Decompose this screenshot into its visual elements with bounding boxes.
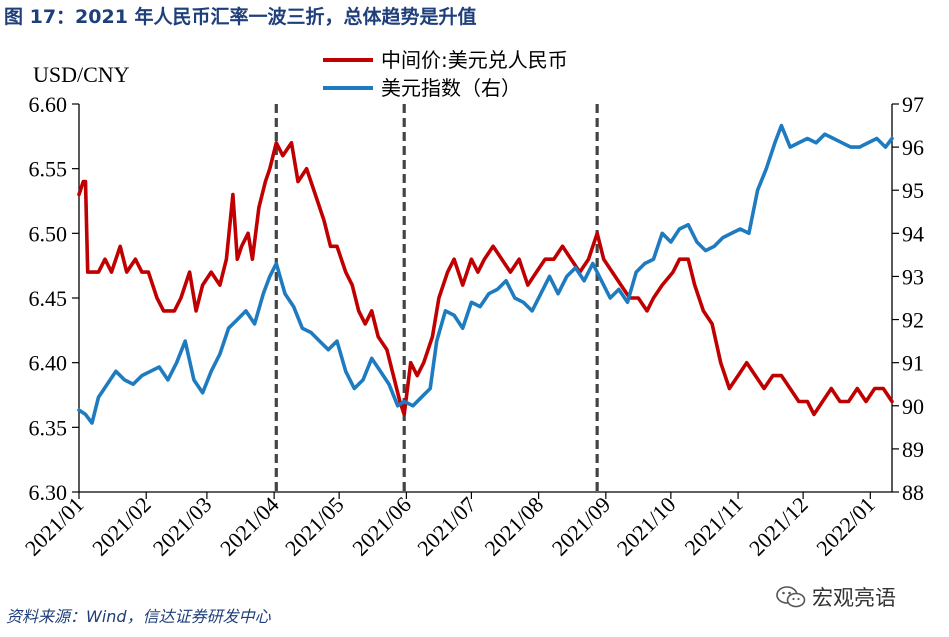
right-tick-label: 97 — [902, 92, 924, 117]
left-tick-label: 6.50 — [29, 221, 68, 246]
x-ticks: 2021/012021/022021/032021/042021/052021/… — [20, 492, 880, 561]
x-tick-label: 2021/11 — [680, 492, 748, 560]
right-tick-label: 93 — [902, 264, 924, 289]
wechat-icon — [776, 586, 806, 608]
x-tick-label: 2021/05 — [280, 492, 349, 561]
right-tick-label: 91 — [902, 351, 924, 376]
legend: 中间价:美元兑人民币 美元指数（右） — [323, 48, 568, 100]
chart-svg: 6.30 6.35 6.40 6.45 6.50 6.55 6.60 88 89 90 91 92 9… — [20, 48, 924, 561]
right-tick-label: 88 — [902, 480, 924, 505]
x-tick-label: 2021/02 — [87, 492, 156, 561]
watermark: 宏观亮语 — [776, 582, 896, 612]
x-tick-label: 2021/03 — [148, 492, 217, 561]
series-line-dxy — [77, 123, 894, 425]
right-tick-label: 96 — [902, 135, 924, 160]
legend-label-dxy: 美元指数（右） — [381, 76, 521, 100]
right-tick-label: 94 — [902, 221, 924, 246]
x-tick-label: 2021/04 — [215, 492, 284, 561]
x-tick-label: 2021/12 — [744, 492, 813, 561]
left-tick-label: 6.30 — [29, 480, 68, 505]
x-tick-label: 2021/09 — [547, 492, 616, 561]
source-note: 资料来源：Wind，信达证券研发中心 — [6, 607, 271, 626]
series-line-usdcny — [77, 141, 894, 417]
event-vlines — [274, 104, 599, 492]
left-tick-label: 6.60 — [29, 92, 68, 117]
x-tick-label: 2021/06 — [347, 492, 416, 561]
x-tick-label: 2021/07 — [412, 492, 481, 561]
x-tick-label: 2021/10 — [612, 492, 681, 561]
left-tick-label: 6.40 — [29, 351, 68, 376]
right-tick-label: 89 — [902, 437, 924, 462]
right-tick-label: 92 — [902, 308, 924, 333]
left-tick-label: 6.45 — [29, 286, 68, 311]
watermark-text: 宏观亮语 — [812, 586, 896, 610]
right-tick-label: 90 — [902, 394, 924, 419]
x-tick-label: 2022/01 — [811, 492, 880, 561]
left-tick-label: 6.35 — [29, 415, 68, 440]
figure-title: 图 17：2021 年人民币汇率一波三折，总体趋势是升值 — [4, 6, 477, 28]
right-y-ticks: 88 89 90 91 92 93 94 95 96 97 — [892, 92, 924, 505]
right-tick-label: 95 — [902, 178, 924, 203]
x-tick-label: 2021/08 — [479, 492, 548, 561]
left-axis-label: USD/CNY — [33, 62, 130, 87]
left-y-ticks: 6.30 6.35 6.40 6.45 6.50 6.55 6.60 — [29, 92, 79, 505]
left-tick-label: 6.55 — [29, 157, 68, 182]
series-layer — [77, 123, 894, 425]
legend-label-cny: 中间价:美元兑人民币 — [381, 48, 568, 72]
